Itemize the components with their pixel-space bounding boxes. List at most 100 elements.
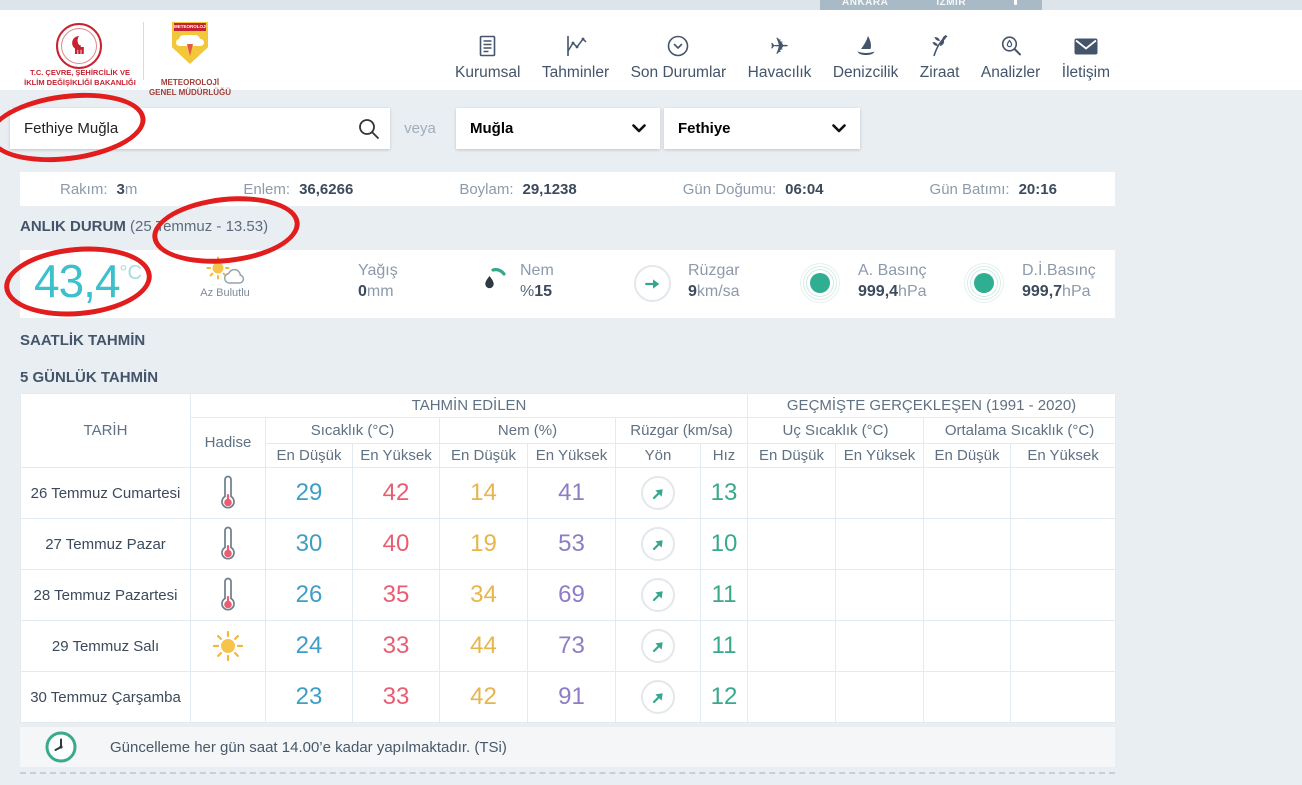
min-header: En Düşük bbox=[265, 443, 353, 468]
sunset-value: 20:16 bbox=[1018, 180, 1057, 198]
avg-min bbox=[923, 467, 1012, 519]
temperature-group-header: Sıcaklık (°C) bbox=[265, 417, 440, 444]
avg-min bbox=[923, 671, 1012, 723]
latitude-label: Enlem: bbox=[243, 180, 291, 198]
avg-max bbox=[1010, 518, 1117, 570]
humidity-min: 42 bbox=[439, 671, 528, 723]
current-temperature: 43,4°C bbox=[34, 254, 142, 308]
rain-metric: Yağış 0mm bbox=[358, 262, 398, 301]
max-header: En Yüksek bbox=[1010, 443, 1117, 468]
sunrise-item: Gün Doğumu: 06:04 bbox=[683, 181, 824, 198]
temp-min: 30 bbox=[265, 518, 353, 570]
current-conditions-card: 43,4°C Az Bulutlu Yağış 0mm Nem bbox=[20, 250, 1115, 318]
nav-item-denizcilik[interactable]: Denizcilik bbox=[833, 32, 898, 88]
condition-label: Az Bulutlu bbox=[200, 287, 250, 299]
current-datetime: (25 Temmuz - 13.53) bbox=[130, 218, 269, 235]
sea-pressure-gauge-icon bbox=[974, 273, 994, 293]
wind-northeast-icon bbox=[641, 680, 675, 714]
nav-item-son-durumlar[interactable]: Son Durumlar bbox=[630, 32, 727, 88]
temp-min: 29 bbox=[265, 467, 353, 519]
wind-speed: 12 bbox=[699, 671, 749, 723]
avg-max bbox=[1010, 671, 1117, 723]
five-day-forecast-table: TARİH TAHMİN EDİLEN GEÇMİŞTE GERÇEKLEŞEN… bbox=[20, 393, 1117, 723]
max-header: En Yüksek bbox=[527, 443, 616, 468]
nav-item-havacilik[interactable]: ✈ Havacılık bbox=[748, 32, 812, 88]
document-icon bbox=[478, 32, 497, 60]
ticker-city[interactable]: İZMİR bbox=[936, 0, 967, 8]
hourly-forecast-heading[interactable]: SAATLİK TAHMİN bbox=[20, 332, 146, 349]
mgm-logo[interactable]: METEOROLOJİ bbox=[172, 22, 208, 64]
update-note-bar: Güncelleme her gün saat 14.00’e kadar ya… bbox=[20, 727, 1115, 767]
nav-label: Son Durumlar bbox=[630, 64, 727, 81]
sun-cloud-icon bbox=[206, 256, 245, 284]
event-cell bbox=[190, 518, 266, 570]
forecast-date: 30 Temmuz Çarşamba bbox=[20, 671, 191, 723]
ministry-name-line2: İKLİM DEĞİŞİKLİĞİ BAKANLIĞI bbox=[24, 77, 136, 87]
city-temperature-ticker[interactable]: ANKARA İZMİR bbox=[820, 0, 1042, 10]
humidity-min: 44 bbox=[439, 620, 528, 672]
mgm-logo-text: METEOROLOJİ GENEL MÜDÜRLÜĞÜ bbox=[130, 78, 250, 98]
nav-item-iletisim[interactable]: İletişim bbox=[1062, 32, 1110, 88]
ministry-logo-text: T.C. ÇEVRE, ŞEHİRCİLİK VE İKLİM DEĞİŞİKL… bbox=[5, 68, 155, 87]
speed-header: Hız bbox=[699, 443, 749, 468]
humidity-prefix: % bbox=[520, 283, 535, 300]
forecast-date: 29 Temmuz Salı bbox=[20, 620, 191, 672]
nav-item-analizler[interactable]: Analizler bbox=[981, 32, 1040, 88]
extreme-min bbox=[747, 569, 837, 621]
wind-direction-cell bbox=[615, 467, 701, 519]
pressure-unit: hPa bbox=[898, 283, 927, 300]
five-day-forecast-heading[interactable]: 5 GÜNLÜK TAHMİN bbox=[20, 369, 159, 386]
extreme-group-header: Uç Sıcaklık (°C) bbox=[747, 417, 925, 444]
nav-label: Analizler bbox=[980, 64, 1041, 81]
thermometer-icon bbox=[221, 577, 235, 611]
humidity-label: Nem bbox=[520, 262, 554, 279]
wind-speed: 10 bbox=[699, 518, 749, 570]
pressure-value: 999,4 bbox=[858, 283, 899, 300]
forecast-date: 27 Temmuz Pazar bbox=[20, 518, 191, 570]
direction-header: Yön bbox=[615, 443, 701, 468]
min-header: En Düşük bbox=[923, 443, 1012, 468]
wind-direction-cell bbox=[615, 671, 701, 723]
extreme-min bbox=[747, 620, 837, 672]
wind-direction-cell bbox=[615, 569, 701, 621]
nav-label: Denizcilik bbox=[832, 64, 899, 81]
province-select[interactable]: Muğla bbox=[456, 108, 660, 149]
humidity-max: 69 bbox=[527, 569, 616, 621]
update-note-text: Güncelleme her gün saat 14.00’e kadar ya… bbox=[110, 738, 507, 756]
wind-northeast-icon bbox=[641, 578, 675, 612]
nav-label: Ziraat bbox=[919, 64, 960, 81]
ticker-city[interactable]: ANKARA bbox=[842, 0, 889, 8]
location-info-bar: Rakım: 3m Enlem: 36,6266 Boylam: 29,1238… bbox=[20, 172, 1115, 206]
sea-pressure-value: 999,7 bbox=[1022, 283, 1063, 300]
nav-item-tahminler[interactable]: Tahminler bbox=[542, 32, 609, 88]
extreme-min bbox=[747, 467, 837, 519]
clock-icon bbox=[45, 731, 77, 763]
nav-item-ziraat[interactable]: Ziraat bbox=[919, 32, 960, 88]
temp-max: 42 bbox=[352, 467, 440, 519]
event-cell bbox=[190, 671, 266, 723]
wind-northeast-icon bbox=[641, 476, 675, 510]
search-input[interactable] bbox=[10, 108, 390, 149]
latitude-item: Enlem: 36,6266 bbox=[243, 181, 353, 198]
chevron-down-icon bbox=[832, 124, 846, 133]
district-select[interactable]: Fethiye bbox=[664, 108, 860, 149]
extreme-max bbox=[835, 518, 925, 570]
max-header: En Yüksek bbox=[835, 443, 925, 468]
min-header: En Düşük bbox=[747, 443, 837, 468]
pressure-metric: A. Basınç 999,4hPa bbox=[858, 262, 927, 301]
humidity-max: 41 bbox=[527, 467, 616, 519]
pressure-gauge-icon bbox=[810, 273, 830, 293]
avg-max bbox=[1010, 620, 1117, 672]
nav-item-kurumsal[interactable]: Kurumsal bbox=[455, 32, 520, 88]
latitude-value: 36,6266 bbox=[299, 180, 354, 198]
rain-label: Yağış bbox=[358, 262, 398, 279]
nav-label: Kurumsal bbox=[455, 64, 521, 81]
rain-value: 0 bbox=[358, 283, 367, 300]
extreme-max bbox=[835, 569, 925, 621]
search-icon[interactable] bbox=[356, 116, 382, 142]
wind-direction-cell bbox=[615, 518, 701, 570]
temp-min: 23 bbox=[265, 671, 353, 723]
ministry-logo[interactable] bbox=[56, 23, 102, 69]
forecast-row: 28 Temmuz Pazartesi 26 35 34 69 11 bbox=[20, 569, 1117, 621]
altitude-number: 3 bbox=[116, 180, 125, 198]
